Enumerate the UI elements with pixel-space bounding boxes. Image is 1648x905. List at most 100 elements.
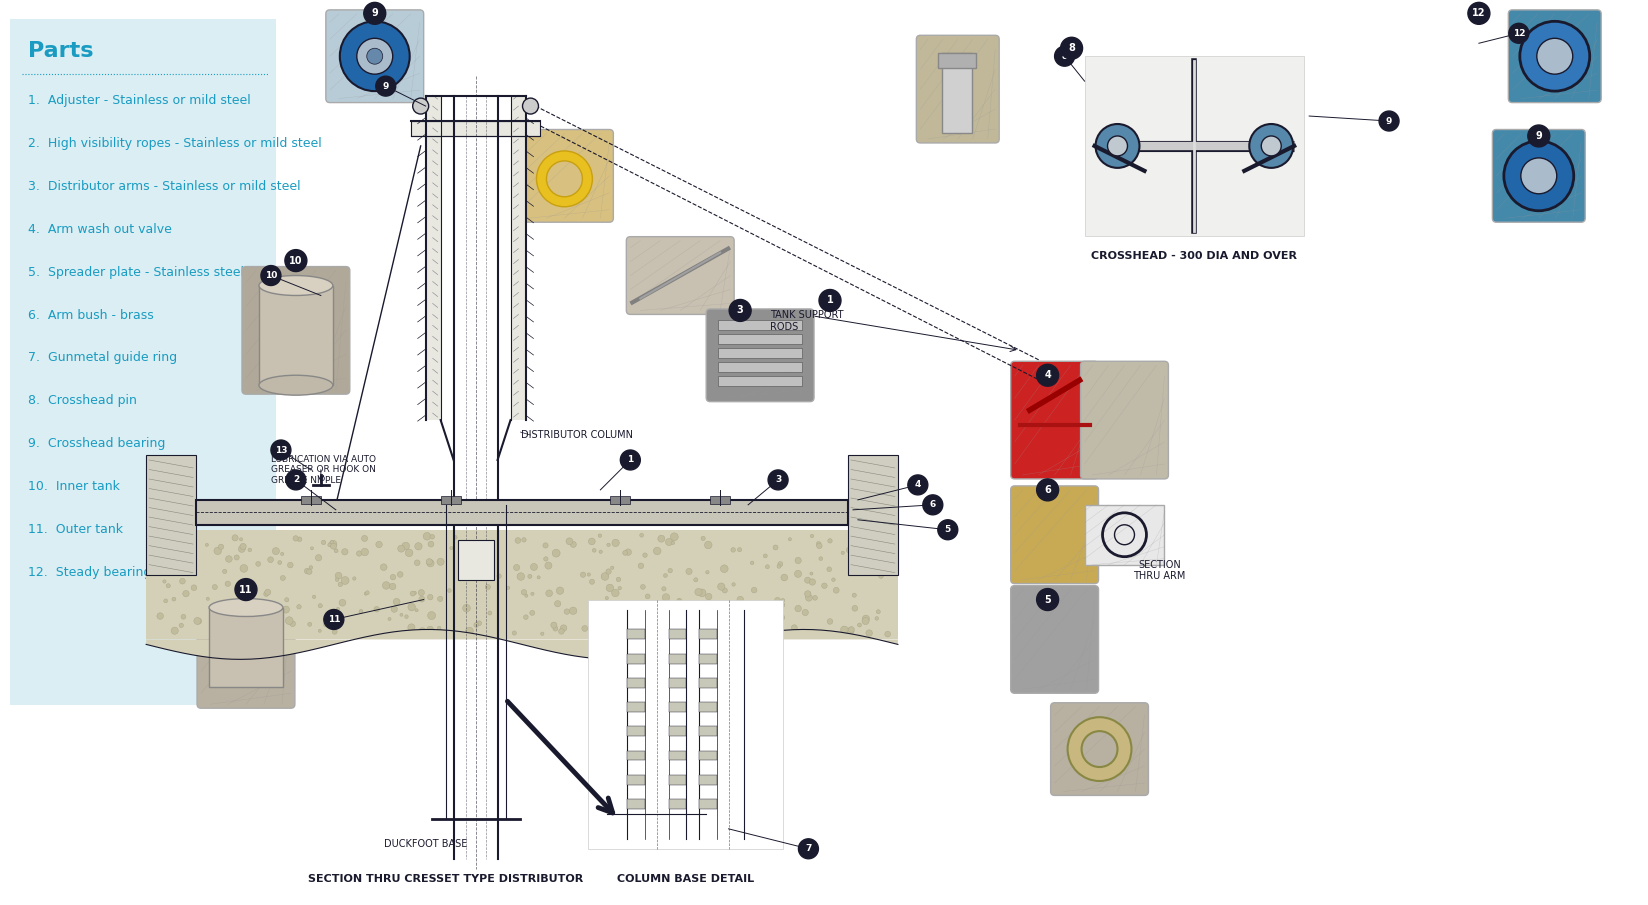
Circle shape <box>639 585 644 589</box>
Circle shape <box>804 595 812 601</box>
Circle shape <box>427 559 433 567</box>
Circle shape <box>618 604 626 611</box>
Bar <box>300 496 321 504</box>
Bar <box>699 653 717 663</box>
Circle shape <box>247 548 252 552</box>
Circle shape <box>163 580 166 583</box>
Circle shape <box>527 575 532 578</box>
Circle shape <box>694 577 697 582</box>
Bar <box>626 727 644 737</box>
Circle shape <box>827 538 832 543</box>
Circle shape <box>639 533 643 538</box>
Circle shape <box>849 626 854 633</box>
FancyBboxPatch shape <box>1508 10 1600 102</box>
Circle shape <box>376 541 382 548</box>
Circle shape <box>415 543 422 550</box>
Circle shape <box>616 618 623 625</box>
Text: COLUMN BASE DETAIL: COLUMN BASE DETAIL <box>616 873 753 883</box>
Text: 6.  Arm bush - brass: 6. Arm bush - brass <box>28 309 153 321</box>
Circle shape <box>218 544 224 549</box>
Circle shape <box>171 627 178 634</box>
Circle shape <box>781 598 784 603</box>
Circle shape <box>272 548 279 555</box>
Circle shape <box>644 594 649 599</box>
Circle shape <box>550 622 557 628</box>
Circle shape <box>241 565 247 572</box>
Bar <box>610 496 630 504</box>
Circle shape <box>285 597 288 602</box>
Circle shape <box>611 589 618 596</box>
Circle shape <box>857 623 860 627</box>
Bar <box>425 96 440 420</box>
Circle shape <box>877 546 883 551</box>
Circle shape <box>616 577 620 582</box>
Circle shape <box>524 614 527 619</box>
Circle shape <box>606 585 613 592</box>
Circle shape <box>687 610 691 614</box>
Circle shape <box>776 565 781 568</box>
Circle shape <box>552 549 560 557</box>
Text: SECTION THRU CRESSET TYPE DISTRIBUTOR: SECTION THRU CRESSET TYPE DISTRIBUTOR <box>308 873 583 883</box>
Circle shape <box>537 576 541 579</box>
Circle shape <box>427 612 435 620</box>
Circle shape <box>1037 479 1058 500</box>
Text: 7: 7 <box>804 844 811 853</box>
Text: 3.  Distributor arms - Stainless or mild steel: 3. Distributor arms - Stainless or mild … <box>28 180 300 193</box>
Circle shape <box>1261 136 1280 156</box>
Circle shape <box>323 622 328 627</box>
Circle shape <box>392 598 400 605</box>
Circle shape <box>765 565 770 568</box>
Bar <box>719 320 801 330</box>
FancyBboxPatch shape <box>516 129 613 223</box>
Bar <box>667 799 686 809</box>
Text: 5: 5 <box>944 525 951 534</box>
Circle shape <box>875 610 880 614</box>
Circle shape <box>658 535 664 542</box>
Circle shape <box>788 538 791 541</box>
Circle shape <box>323 609 343 630</box>
Circle shape <box>485 547 489 551</box>
Circle shape <box>397 572 402 577</box>
Circle shape <box>780 602 784 607</box>
Circle shape <box>801 609 808 615</box>
Circle shape <box>722 588 727 593</box>
Circle shape <box>852 593 855 597</box>
Bar <box>626 678 644 688</box>
Text: 8.  Crosshead pin: 8. Crosshead pin <box>28 395 137 407</box>
Circle shape <box>1094 124 1139 167</box>
Text: CROSSHEAD - 300 DIA AND OVER: CROSSHEAD - 300 DIA AND OVER <box>1091 251 1297 261</box>
Circle shape <box>529 610 534 615</box>
Circle shape <box>555 587 564 595</box>
Bar <box>719 348 801 358</box>
Text: 10: 10 <box>265 271 277 280</box>
Ellipse shape <box>209 598 283 616</box>
Circle shape <box>728 300 751 321</box>
Text: 10: 10 <box>288 255 303 265</box>
Circle shape <box>318 629 321 633</box>
Bar <box>710 496 730 504</box>
Circle shape <box>412 98 428 114</box>
Circle shape <box>206 543 208 547</box>
Text: 5: 5 <box>1043 595 1050 605</box>
Text: 9.  Crosshead bearing: 9. Crosshead bearing <box>28 437 165 450</box>
Circle shape <box>506 586 509 589</box>
Circle shape <box>387 617 391 621</box>
Text: 1: 1 <box>626 455 633 464</box>
Text: 8: 8 <box>1061 52 1066 61</box>
Circle shape <box>267 557 274 563</box>
Circle shape <box>643 553 648 557</box>
Circle shape <box>845 548 852 553</box>
Circle shape <box>315 555 321 561</box>
Circle shape <box>425 558 432 565</box>
Circle shape <box>359 609 363 614</box>
Circle shape <box>285 470 305 490</box>
Circle shape <box>554 601 560 607</box>
Circle shape <box>700 537 705 540</box>
Circle shape <box>232 535 237 541</box>
Circle shape <box>804 577 811 583</box>
Circle shape <box>840 626 847 634</box>
Circle shape <box>552 626 557 631</box>
Circle shape <box>280 576 285 580</box>
Circle shape <box>606 543 610 547</box>
FancyBboxPatch shape <box>242 267 349 395</box>
